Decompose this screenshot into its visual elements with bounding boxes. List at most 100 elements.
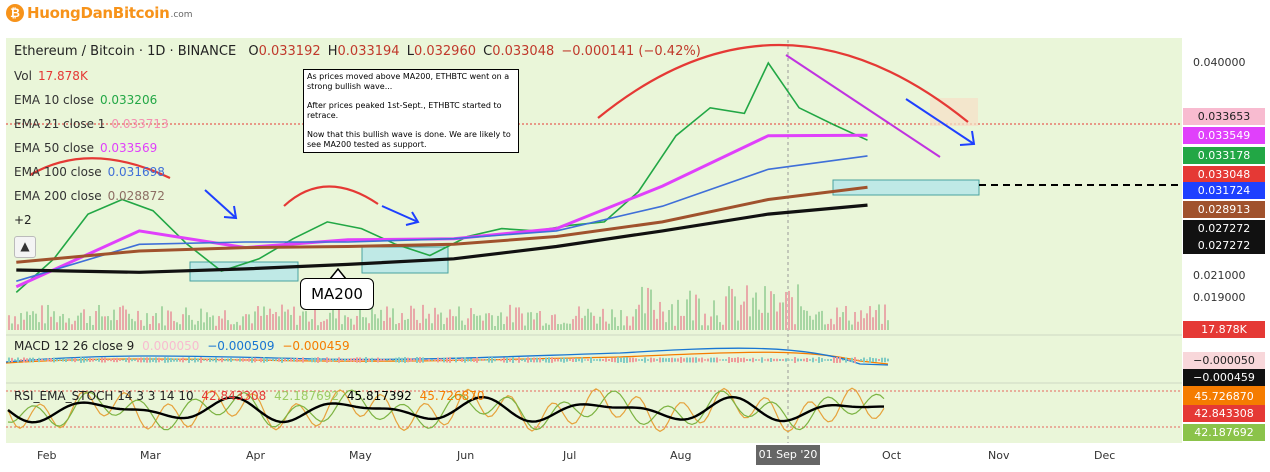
volume-bar — [788, 290, 790, 330]
volume-bar — [872, 317, 874, 330]
main-legend: Ethereum / Bitcoin · 1D · BINANCE O0.033… — [14, 40, 701, 258]
volume-bar — [275, 312, 277, 330]
volume-bar — [383, 320, 385, 330]
volume-bar — [488, 313, 490, 330]
volume-bar — [167, 310, 169, 330]
volume-bar — [338, 306, 340, 330]
macd-bar — [326, 357, 328, 363]
macd-bar — [266, 358, 268, 362]
volume-bar — [518, 307, 520, 330]
rsi-tag: 42.843308 — [1183, 405, 1265, 422]
volume-bar — [851, 324, 853, 330]
legend-more[interactable]: +2 — [14, 213, 32, 227]
legend-item[interactable]: EMA 10 close 0.033206 — [14, 88, 701, 112]
volume-bar — [746, 285, 748, 330]
trendline-down — [785, 54, 941, 158]
macd-bar — [806, 357, 808, 363]
logo-suffix: .com — [170, 10, 193, 20]
macd-bar — [455, 357, 457, 363]
legend-item[interactable]: EMA 50 close 0.033569 — [14, 136, 701, 160]
price-tag: 0.027272 — [1183, 237, 1265, 254]
volume-bar — [596, 323, 598, 330]
macd-bar — [530, 357, 532, 363]
legend-item[interactable]: Vol 17.878K — [14, 64, 701, 88]
macd-tag: −0.000459 — [1183, 369, 1265, 386]
volume-bar — [92, 324, 94, 330]
macd-bar — [389, 359, 391, 361]
volume-bar — [122, 305, 124, 330]
rsi-line — [7, 395, 884, 424]
macd-bar — [428, 358, 430, 362]
macd-bar — [488, 357, 490, 363]
volume-bar — [80, 312, 82, 330]
volume-bar — [779, 302, 781, 330]
volume-bar — [566, 323, 568, 330]
macd-bar — [785, 358, 787, 362]
macd-bar — [248, 358, 250, 362]
volume-bar — [431, 323, 433, 330]
macd-bar — [185, 359, 187, 361]
macd-bar — [647, 359, 649, 361]
price-tag: 0.033653 — [1183, 108, 1265, 125]
volume-bar — [620, 310, 622, 330]
volume-bar — [47, 304, 49, 330]
volume-bar — [53, 311, 55, 330]
volume-bar — [887, 320, 889, 330]
volume-bar — [185, 307, 187, 330]
macd-bar — [497, 359, 499, 361]
volume-bar — [476, 315, 478, 330]
volume-bar — [710, 316, 712, 330]
symbol-title[interactable]: Ethereum / Bitcoin · 1D · BINANCE — [14, 44, 237, 59]
macd-bar — [452, 359, 454, 361]
x-tick-label: Aug — [670, 449, 692, 462]
arrow-2-head — [405, 211, 420, 226]
price-tag: 0.033549 — [1183, 127, 1265, 144]
macd-bar — [371, 357, 373, 363]
legend-item[interactable]: EMA 21 close 1 0.033713 — [14, 112, 701, 136]
volume-bar — [653, 309, 655, 330]
volume-bar — [11, 323, 13, 330]
volume-bar — [764, 286, 766, 330]
macd-bar — [593, 359, 595, 361]
macd-bar — [128, 357, 130, 363]
volume-bar — [875, 310, 877, 330]
macd-bar — [551, 357, 553, 363]
macd-bar — [545, 357, 547, 363]
macd-bar — [32, 357, 34, 363]
chevron-up-icon[interactable]: ▲ — [14, 236, 36, 258]
y-tick-label: 0.021000 — [1193, 268, 1246, 282]
macd-bar — [830, 359, 832, 361]
volume-bar — [857, 321, 859, 330]
legend-item-value: 0.033569 — [99, 141, 158, 155]
macd-bar — [212, 358, 214, 362]
legend-item[interactable]: EMA 100 close 0.031698 — [14, 160, 701, 184]
macd-bar — [470, 358, 472, 362]
volume-bar — [551, 315, 553, 330]
macd-bar — [395, 357, 397, 363]
price-tag: 0.033178 — [1183, 147, 1265, 164]
volume-bar — [461, 320, 463, 330]
series-line-ema-200 — [16, 185, 868, 264]
arrow-3 — [905, 98, 975, 145]
volume-bar — [842, 312, 844, 330]
volume-bar — [806, 310, 808, 330]
macd-bar — [104, 357, 106, 363]
volume-bar — [221, 318, 223, 330]
volume-bar — [470, 308, 472, 330]
macd-bar — [614, 357, 616, 363]
macd-bar — [419, 357, 421, 363]
macd-bar — [872, 358, 874, 362]
macd-bar — [761, 357, 763, 363]
legend-item-label: EMA 10 close — [14, 93, 94, 107]
volume-bar — [299, 315, 301, 330]
macd-bar — [71, 358, 73, 362]
volume-bar — [464, 324, 466, 330]
macd-bar — [644, 357, 646, 363]
macd-bar — [191, 359, 193, 361]
macd-bar — [359, 357, 361, 363]
volume-bar — [419, 323, 421, 330]
volume-bar — [854, 311, 856, 330]
volume-bar — [350, 318, 352, 330]
legend-item[interactable]: EMA 200 close 0.028872 — [14, 184, 701, 208]
